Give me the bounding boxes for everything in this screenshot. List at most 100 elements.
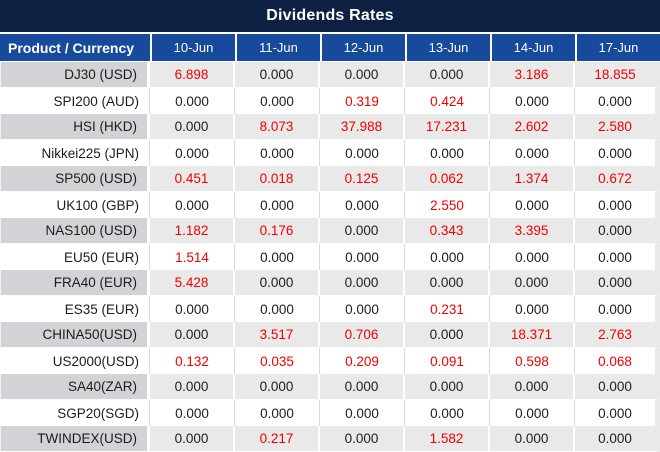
column-header-14-jun: 14-Jun <box>490 32 575 62</box>
rate-cell: 0.209 <box>320 348 405 374</box>
table-row: HSI (HKD) 0.000 8.073 37.988 17.231 2.602 2.58… <box>0 114 660 140</box>
rate-cell: 0.000 <box>150 374 235 400</box>
column-header-11-jun: 11-Jun <box>235 32 320 62</box>
rate-cell: 0.000 <box>575 88 660 114</box>
rate-cell: 0.000 <box>150 322 235 348</box>
rate-cell: 0.451 <box>150 166 235 192</box>
rate-cell: 0.000 <box>575 400 660 426</box>
table-row: EU50 (EUR) 1.514 0.000 0.000 0.000 0.000 0.000 <box>0 244 660 270</box>
rate-cell: 0.062 <box>405 166 490 192</box>
rate-cell: 0.000 <box>320 270 405 296</box>
rate-cell: 0.000 <box>150 296 235 322</box>
rate-cell: 0.000 <box>150 114 235 140</box>
rate-cell: 2.763 <box>575 322 660 348</box>
table-body: DJ30 (USD) 6.898 0.000 0.000 0.000 3.186 18.85… <box>0 62 660 452</box>
rate-cell: 0.000 <box>320 192 405 218</box>
rate-cell: 0.000 <box>235 270 320 296</box>
dividends-rates-table: Product / Currency 10-Jun 11-Jun 12-Jun 13-… <box>0 32 660 452</box>
column-header-12-jun: 12-Jun <box>320 32 405 62</box>
rate-cell: 0.000 <box>575 270 660 296</box>
rate-cell: 2.550 <box>405 192 490 218</box>
rate-cell: 18.371 <box>490 322 575 348</box>
product-cell: TWINDEX(USD) <box>0 426 150 452</box>
column-header-13-jun: 13-Jun <box>405 32 490 62</box>
rate-cell: 8.073 <box>235 114 320 140</box>
table-row: CHINA50(USD) 0.000 3.517 0.706 0.000 18.371 2.… <box>0 322 660 348</box>
table-row: US2000(USD) 0.132 0.035 0.209 0.091 0.598 0.06… <box>0 348 660 374</box>
rate-cell: 0.000 <box>150 192 235 218</box>
product-cell: UK100 (GBP) <box>0 192 150 218</box>
rate-cell: 0.132 <box>150 348 235 374</box>
rate-cell: 0.000 <box>150 400 235 426</box>
rate-cell: 0.000 <box>575 426 660 452</box>
product-cell: DJ30 (USD) <box>0 62 150 88</box>
rate-cell: 0.000 <box>405 322 490 348</box>
table-row: DJ30 (USD) 6.898 0.000 0.000 0.000 3.186 18.85… <box>0 62 660 88</box>
rate-cell: 0.706 <box>320 322 405 348</box>
product-cell: CHINA50(USD) <box>0 322 150 348</box>
rate-cell: 37.988 <box>320 114 405 140</box>
table-row: ES35 (EUR) 0.000 0.000 0.000 0.231 0.000 0.000 <box>0 296 660 322</box>
rate-cell: 0.000 <box>490 374 575 400</box>
column-header-row: Product / Currency 10-Jun 11-Jun 12-Jun 13-… <box>0 32 660 62</box>
rate-cell: 0.000 <box>405 374 490 400</box>
rate-cell: 0.000 <box>405 244 490 270</box>
rate-cell: 5.428 <box>150 270 235 296</box>
rate-cell: 0.000 <box>490 426 575 452</box>
rate-cell: 0.000 <box>490 244 575 270</box>
rate-cell: 1.514 <box>150 244 235 270</box>
rate-cell: 0.000 <box>405 400 490 426</box>
rate-cell: 3.186 <box>490 62 575 88</box>
rate-cell: 0.000 <box>575 218 660 244</box>
rate-cell: 0.000 <box>150 426 235 452</box>
rate-cell: 0.000 <box>235 88 320 114</box>
rate-cell: 0.000 <box>320 400 405 426</box>
rate-cell: 0.000 <box>320 374 405 400</box>
rate-cell: 0.217 <box>235 426 320 452</box>
rate-cell: 0.000 <box>490 400 575 426</box>
table-row: NAS100 (USD) 1.182 0.176 0.000 0.343 3.395 0.0… <box>0 218 660 244</box>
product-cell: FRA40 (EUR) <box>0 270 150 296</box>
rate-cell: 0.000 <box>575 192 660 218</box>
product-cell: Nikkei225 (JPN) <box>0 140 150 166</box>
rate-cell: 0.000 <box>320 244 405 270</box>
table-row: SGP20(SGD) 0.000 0.000 0.000 0.000 0.000 0.000 <box>0 400 660 426</box>
table-row: TWINDEX(USD) 0.000 0.217 0.000 1.582 0.000 0.0… <box>0 426 660 452</box>
rate-cell: 0.000 <box>490 296 575 322</box>
rate-cell: 0.000 <box>320 140 405 166</box>
product-cell: HSI (HKD) <box>0 114 150 140</box>
product-cell: SGP20(SGD) <box>0 400 150 426</box>
product-cell: SA40(ZAR) <box>0 374 150 400</box>
rate-cell: 0.319 <box>320 88 405 114</box>
table-row: SPI200 (AUD) 0.000 0.000 0.319 0.424 0.000 0.0… <box>0 88 660 114</box>
rate-cell: 3.517 <box>235 322 320 348</box>
rate-cell: 0.424 <box>405 88 490 114</box>
product-cell: EU50 (EUR) <box>0 244 150 270</box>
rate-cell: 0.000 <box>320 62 405 88</box>
rate-cell: 0.018 <box>235 166 320 192</box>
table-row: SP500 (USD) 0.451 0.018 0.125 0.062 1.374 0.67… <box>0 166 660 192</box>
rate-cell: 0.000 <box>575 296 660 322</box>
rate-cell: 17.231 <box>405 114 490 140</box>
column-header-10-jun: 10-Jun <box>150 32 235 62</box>
rate-cell: 0.000 <box>405 270 490 296</box>
rate-cell: 2.602 <box>490 114 575 140</box>
product-currency-header: Product / Currency <box>0 32 150 62</box>
rate-cell: 18.855 <box>575 62 660 88</box>
rate-cell: 0.000 <box>235 62 320 88</box>
rate-cell: 1.582 <box>405 426 490 452</box>
rate-cell: 0.231 <box>405 296 490 322</box>
rate-cell: 0.598 <box>490 348 575 374</box>
rate-cell: 6.898 <box>150 62 235 88</box>
rate-cell: 1.182 <box>150 218 235 244</box>
rate-cell: 0.000 <box>575 374 660 400</box>
rate-cell: 0.000 <box>575 140 660 166</box>
rate-cell: 0.000 <box>490 192 575 218</box>
rate-cell: 0.000 <box>235 374 320 400</box>
table-row: Nikkei225 (JPN) 0.000 0.000 0.000 0.000 0.000… <box>0 140 660 166</box>
rate-cell: 0.000 <box>235 296 320 322</box>
rate-cell: 0.000 <box>320 426 405 452</box>
rate-cell: 0.068 <box>575 348 660 374</box>
rate-cell: 0.035 <box>235 348 320 374</box>
